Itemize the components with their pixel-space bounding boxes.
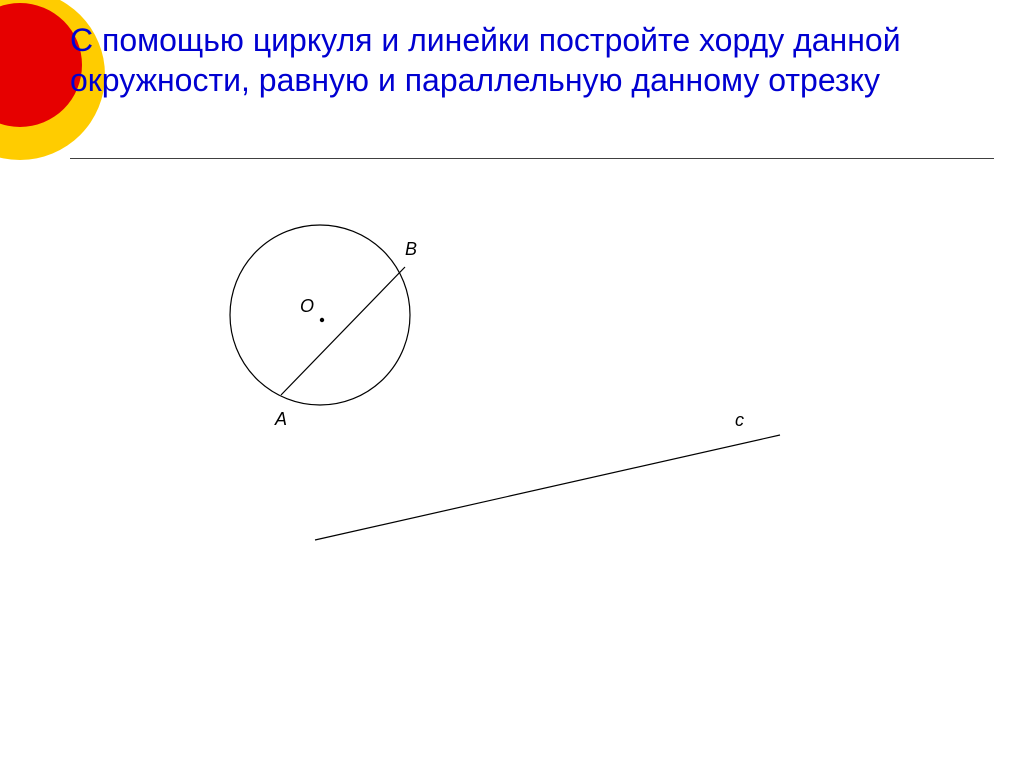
label-c: c bbox=[735, 410, 744, 430]
main-circle bbox=[230, 225, 410, 405]
title-underline bbox=[70, 158, 994, 159]
label-A: A bbox=[274, 409, 287, 429]
geometry-diagram: O A B c bbox=[0, 180, 1024, 640]
center-point-O bbox=[320, 318, 324, 322]
label-B: B bbox=[405, 239, 417, 259]
segment-c bbox=[315, 435, 780, 540]
slide-title: С помощью циркуля и линейки постройте хо… bbox=[70, 20, 994, 100]
label-O: O bbox=[300, 296, 314, 316]
